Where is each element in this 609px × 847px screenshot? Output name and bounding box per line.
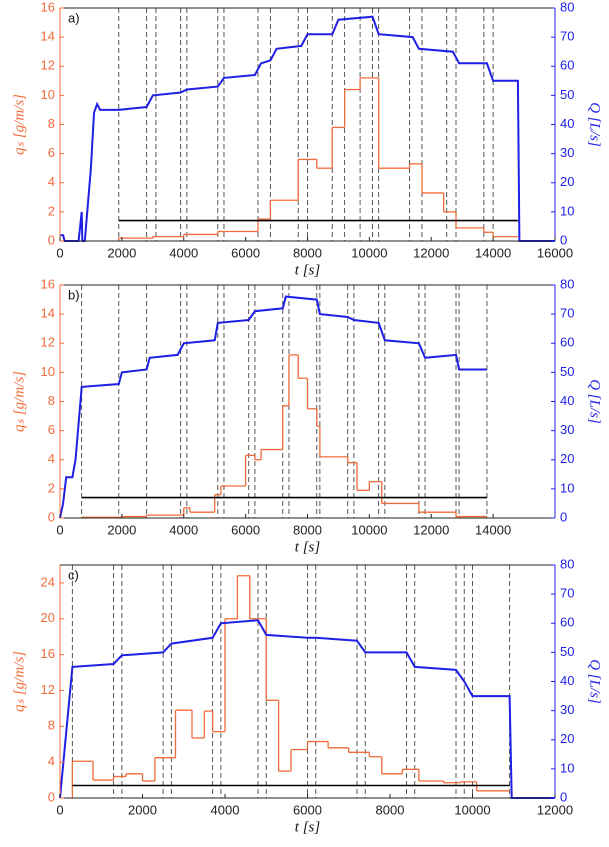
y2-axis-label: Q [L/s]	[587, 659, 603, 704]
y2-tick-label: 0	[560, 789, 567, 804]
x-tick-label: 0	[56, 802, 63, 817]
y-axis-label: qₛ [g/m/s]	[11, 371, 27, 432]
x-tick-label: 16000	[537, 245, 573, 260]
y-tick-label: 0	[48, 509, 55, 524]
y-axis-label: qₛ [g/m/s]	[11, 651, 27, 712]
panel-label: c)	[68, 567, 79, 582]
panel: 0 2000 4000 6000 8000 10000 120000481216202401…	[11, 556, 602, 835]
discharge-line	[59, 295, 487, 519]
y2-tick-label: 50	[560, 87, 574, 102]
x-tick-label: 0	[56, 245, 63, 260]
x-tick-label: 8000	[376, 802, 405, 817]
x-tick-label: 8000	[293, 522, 322, 537]
x-tick-label: 10000	[351, 522, 387, 537]
x-tick-label: 2000	[107, 522, 136, 537]
x-tick-label: 12000	[537, 802, 573, 817]
y2-tick-label: 70	[560, 29, 574, 44]
y2-tick-label: 50	[560, 364, 574, 379]
x-tick-label: 4000	[211, 802, 240, 817]
y-tick-label: 16	[41, 0, 55, 14]
x-tick-label: 4000	[169, 245, 198, 260]
x-tick-label: 12000	[413, 522, 449, 537]
y-tick-label: 4	[48, 174, 55, 189]
y2-tick-label: 20	[560, 731, 574, 746]
y2-tick-label: 60	[560, 335, 574, 350]
y2-tick-label: 70	[560, 306, 574, 321]
y-tick-label: 8	[48, 393, 55, 408]
x-tick-label: 2000	[128, 802, 157, 817]
panel: 0 2000 4000 6000 8000 10000 12000 14000 16000024…	[11, 0, 602, 278]
y-axis-label: qₛ [g/m/s]	[11, 94, 27, 155]
y2-tick-label: 80	[560, 0, 574, 14]
y-tick-label: 4	[48, 754, 55, 769]
x-tick-label: 14000	[475, 245, 511, 260]
y-tick-label: 20	[41, 610, 55, 625]
y2-tick-label: 10	[560, 203, 574, 218]
y-tick-label: 10	[41, 87, 55, 102]
y-tick-label: 10	[41, 364, 55, 379]
x-tick-label: 6000	[293, 802, 322, 817]
y-tick-label: 12	[41, 682, 55, 697]
y2-tick-label: 80	[560, 556, 574, 571]
y-tick-label: 6	[48, 422, 55, 437]
y2-tick-label: 0	[560, 232, 567, 247]
y-tick-label: 12	[41, 335, 55, 350]
y2-axis-label: Q [L/s]	[587, 379, 603, 424]
y2-tick-label: 10	[560, 480, 574, 495]
x-axis-label: t [s]	[295, 539, 321, 555]
y-tick-label: 8	[48, 116, 55, 131]
y2-tick-label: 60	[560, 58, 574, 73]
y-tick-label: 0	[48, 232, 55, 247]
y-tick-label: 4	[48, 451, 55, 466]
y2-tick-label: 30	[560, 702, 574, 717]
y-tick-label: 24	[41, 574, 55, 589]
panel-label: a)	[68, 10, 80, 25]
x-tick-label: 8000	[293, 245, 322, 260]
y2-tick-label: 20	[560, 174, 574, 189]
y-tick-label: 16	[41, 646, 55, 661]
y-tick-label: 8	[48, 718, 55, 733]
y2-axis-label: Q [L/s]	[587, 102, 603, 147]
x-tick-label: 14000	[475, 522, 511, 537]
y-tick-label: 2	[48, 203, 55, 218]
y-tick-label: 2	[48, 480, 55, 495]
y2-tick-label: 30	[560, 145, 574, 160]
y2-tick-label: 10	[560, 760, 574, 775]
y2-tick-label: 70	[560, 586, 574, 601]
y2-tick-label: 50	[560, 644, 574, 659]
y-tick-label: 14	[41, 306, 55, 321]
x-tick-label: 12000	[413, 245, 449, 260]
x-tick-label: 4000	[169, 522, 198, 537]
x-tick-label: 0	[56, 522, 63, 537]
y2-tick-label: 20	[560, 451, 574, 466]
y-tick-label: 16	[41, 276, 55, 291]
y2-tick-label: 0	[560, 509, 567, 524]
y-tick-label: 12	[41, 58, 55, 73]
y-tick-label: 6	[48, 145, 55, 160]
panel: 0 2000 4000 6000 8000 10000 12000 14000 0 2 4 6 8 10 1…	[11, 276, 602, 555]
y2-tick-label: 40	[560, 116, 574, 131]
y2-tick-label: 40	[560, 673, 574, 688]
y2-tick-label: 80	[560, 276, 574, 291]
x-tick-label: 6000	[231, 522, 260, 537]
y2-tick-label: 30	[560, 422, 574, 437]
y-tick-label: 0	[48, 789, 55, 804]
x-tick-label: 10000	[454, 802, 490, 817]
x-axis-label: t [s]	[295, 819, 321, 835]
x-tick-label: 6000	[231, 245, 260, 260]
discharge-line	[59, 619, 555, 799]
y2-tick-label: 40	[560, 393, 574, 408]
y-tick-label: 14	[41, 29, 55, 44]
x-tick-label: 2000	[107, 245, 136, 260]
y2-tick-label: 60	[560, 615, 574, 630]
panel-label: b)	[68, 287, 80, 302]
x-tick-label: 10000	[351, 245, 387, 260]
x-axis-label: t [s]	[295, 262, 321, 278]
